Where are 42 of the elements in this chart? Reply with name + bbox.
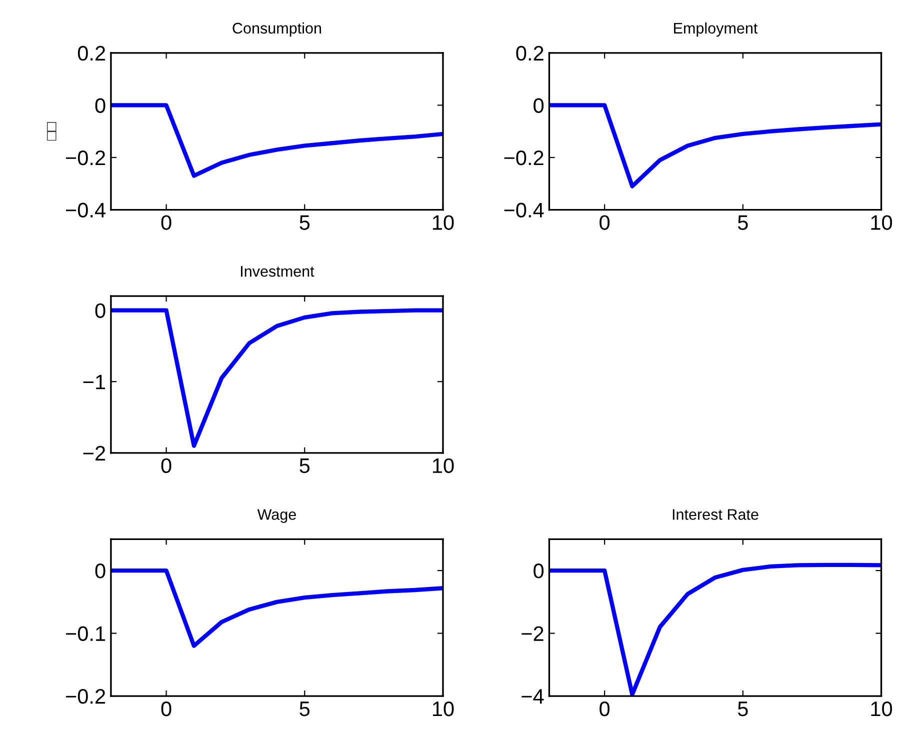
y-tick-label: −2 [522,626,544,641]
chart-title: Investment [241,266,314,277]
line-series [110,308,443,448]
x-tick-label: 5 [738,702,748,716]
y-tick-label: 0.2 [78,46,106,61]
x-tick-label: 10 [432,215,454,230]
chart-title: Employment [674,22,758,37]
y-tick-label: −0.4 [66,202,106,218]
y-tick-label: 0.2 [516,46,544,61]
x-tick-label: 5 [738,215,748,230]
y-tick-label: −0.1 [66,626,106,642]
chart-title: Wage [257,509,296,523]
line-series [110,568,443,648]
y-tick-label: −0.4 [504,202,544,218]
y-tick-label: −0.2 [504,150,544,166]
y-tick-label: −0.2 [66,689,106,704]
y-tick-label: −2 [83,446,106,460]
x-tick-label: 0 [161,458,172,474]
y-tick-label: −1 [83,374,106,390]
x-tick-label: 5 [300,215,310,230]
x-tick-label: 10 [871,215,892,230]
y-tick-label: 0 [534,98,544,113]
x-tick-label: 5 [300,458,310,474]
x-tick-label: 0 [161,701,172,716]
y-axis-title: □□ [47,122,56,141]
chart-title: Interest Rate [672,509,758,520]
y-tick-label: −0.2 [66,150,106,166]
y-tick-label: 0 [534,564,544,578]
y-tick-label: −4 [522,689,544,704]
line-series [549,103,882,188]
y-tick-label: 0 [95,564,106,578]
x-tick-label: 0 [600,701,610,716]
x-tick-label: 10 [871,701,892,716]
y-tick-label: 0 [95,303,106,318]
y-tick-label: 0 [95,98,106,113]
x-tick-label: 0 [161,215,172,230]
x-tick-label: 10 [432,701,454,716]
x-tick-label: 5 [300,702,310,716]
x-tick-label: 10 [432,458,454,474]
chart-title: Consumption [232,22,321,37]
x-tick-label: 0 [600,215,610,230]
line-series [110,103,443,178]
